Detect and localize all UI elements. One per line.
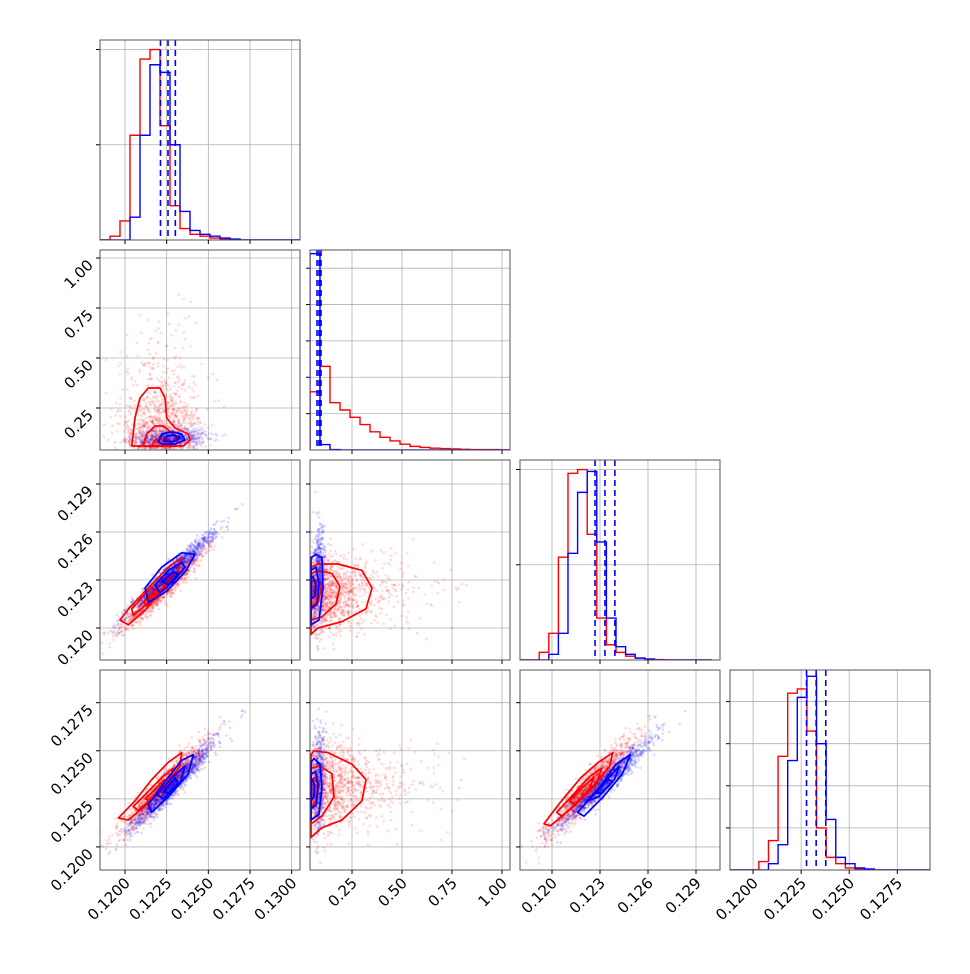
- hist-red-series: [730, 689, 932, 870]
- x-tick-label: 0.1275: [209, 874, 259, 924]
- y-tick-label: 0.123: [54, 578, 97, 621]
- panel-content: [514, 670, 720, 870]
- hist-panel-1: [306, 250, 510, 454]
- x-tick-label: 0.1250: [167, 874, 217, 924]
- panel-border: [310, 250, 510, 450]
- x-tick-label: 0.1225: [126, 874, 176, 924]
- hist-panel-0: [96, 40, 300, 244]
- y-tick-label: 0.120: [54, 626, 97, 669]
- joint-panel-2: [96, 670, 300, 874]
- hist-blue-series: [520, 471, 712, 660]
- panel-content: [730, 670, 932, 870]
- panel-border: [730, 670, 930, 870]
- y-tick-label: 0.1200: [47, 845, 97, 895]
- x-tick-label: 0.50: [374, 874, 410, 910]
- joint-panel-5: [514, 670, 720, 874]
- panel-border: [100, 250, 300, 450]
- y-tick-label: 0.1275: [47, 701, 97, 751]
- panel-content: [92, 460, 300, 660]
- x-tick-label: 1.00: [474, 874, 510, 910]
- panel-content: [99, 670, 300, 870]
- x-tick-label: 0.123: [566, 874, 609, 917]
- y-tick-label: 0.129: [54, 482, 97, 525]
- y-tick-label: 0.1250: [47, 749, 97, 799]
- hist-panel-3: [726, 670, 932, 874]
- x-tick-label: 0.1250: [808, 874, 858, 924]
- joint-panel-1: [92, 460, 300, 664]
- panel-content: [310, 250, 510, 450]
- x-tick-label: 0.75: [424, 874, 460, 910]
- hist-panel-2: [516, 460, 720, 664]
- panel-content: [520, 460, 720, 660]
- joint-panel-0: [96, 250, 300, 454]
- y-tick-label: 0.25: [60, 406, 96, 442]
- joint-panel-4: [306, 670, 510, 874]
- panel-border: [520, 460, 720, 660]
- x-tick-label: 0.1200: [84, 874, 134, 924]
- panel-content: [310, 670, 510, 870]
- red-scatter: [310, 537, 468, 651]
- x-tick-label: 0.1200: [712, 874, 762, 924]
- y-tick-label: 0.75: [60, 306, 96, 342]
- x-tick-label: 0.1225: [760, 874, 810, 924]
- joint-panel-3: [306, 460, 510, 664]
- x-tick-label: 0.129: [662, 874, 705, 917]
- y-tick-label: 0.50: [60, 356, 96, 392]
- blue-contour: [311, 780, 315, 801]
- y-tick-label: 0.1225: [47, 797, 97, 847]
- x-tick-label: 0.126: [614, 874, 657, 917]
- panel-content: [100, 40, 300, 240]
- blue-contour: [311, 577, 316, 599]
- hist-red-series: [310, 366, 510, 450]
- panel-content: [98, 250, 300, 453]
- x-tick-label: 0.1275: [856, 874, 906, 924]
- hist-blue-series: [310, 254, 510, 450]
- x-tick-label: 0.1300: [251, 874, 301, 924]
- panel-content: [308, 460, 510, 660]
- x-tick-label: 0.25: [324, 874, 360, 910]
- y-tick-label: 1.00: [60, 256, 96, 292]
- y-tick-label: 0.126: [54, 530, 97, 573]
- x-tick-label: 0.120: [518, 874, 561, 917]
- hist-blue-series: [730, 676, 932, 870]
